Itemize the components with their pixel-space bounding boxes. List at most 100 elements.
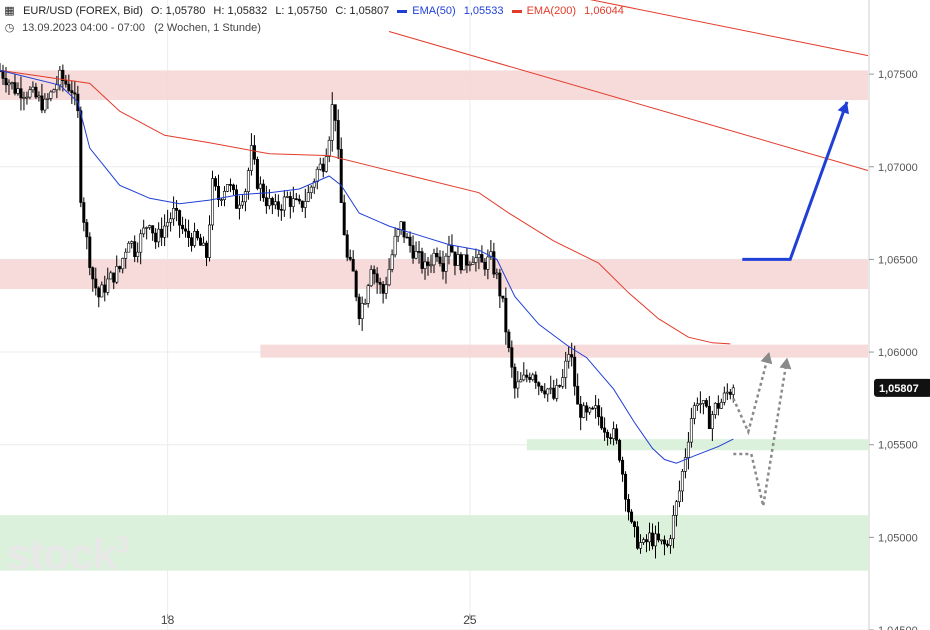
close-value: C: 1,05807	[335, 5, 390, 17]
candle-body	[552, 387, 556, 399]
candle-body	[692, 405, 696, 419]
candle-body	[249, 145, 253, 171]
candle-body	[118, 266, 122, 270]
candle-body	[420, 251, 424, 269]
candle-body	[630, 511, 634, 523]
candle-body	[417, 251, 421, 253]
candle-body	[112, 272, 116, 283]
candle-body	[276, 201, 280, 210]
candle-body	[13, 82, 17, 94]
candle-body	[564, 360, 568, 378]
candle-body	[360, 303, 364, 319]
candle-body	[570, 354, 574, 358]
candle-body	[28, 89, 32, 98]
candle-body	[456, 254, 460, 266]
candle-body	[225, 184, 229, 192]
candle-body	[85, 222, 89, 238]
candle-body	[615, 428, 619, 441]
candle-body	[318, 163, 322, 170]
candle-body	[261, 183, 265, 198]
low-value: L: 1,05750	[275, 5, 328, 17]
candle-body	[151, 225, 155, 234]
candle-body	[716, 403, 720, 409]
candle-body	[576, 385, 580, 405]
candle-body	[591, 407, 595, 410]
candle-body	[474, 257, 478, 263]
ema200-value: 1,06044	[584, 5, 624, 17]
candle-body	[450, 244, 454, 253]
candle-body	[79, 110, 83, 203]
chart-header: ▦ EUR/USD (FOREX, Bid) O: 1,05780 H: 1,0…	[4, 4, 629, 18]
candle-body	[546, 388, 550, 395]
candle-body	[306, 192, 310, 202]
candle-body	[504, 297, 508, 333]
candle-body	[423, 261, 427, 269]
candle-body	[363, 303, 367, 305]
candle-body	[606, 431, 610, 438]
candle-body	[372, 269, 376, 275]
scenario-arrows	[732, 101, 849, 507]
support-zone	[526, 439, 868, 451]
candle-body	[567, 354, 571, 362]
candle-body	[169, 218, 173, 223]
candle-body	[656, 533, 660, 541]
clock-icon: ◷	[4, 22, 15, 34]
candle-body	[288, 196, 292, 207]
candle-body	[402, 221, 406, 238]
candle-body	[686, 441, 690, 458]
candle-body	[411, 245, 415, 259]
candle-body	[510, 347, 514, 368]
candle-body	[483, 261, 487, 270]
candle-body	[633, 521, 637, 527]
candle-body	[294, 198, 298, 200]
candle-body	[435, 252, 439, 258]
candle-body	[597, 405, 601, 418]
candle-body	[522, 374, 526, 381]
candle-body	[594, 405, 598, 409]
candle-body	[324, 156, 328, 172]
candle-body	[650, 532, 654, 547]
candle-body	[648, 532, 652, 543]
candle-body	[243, 191, 247, 203]
candle-body	[378, 282, 382, 285]
candle-body	[432, 252, 436, 266]
candle-body	[549, 387, 553, 390]
candle-body	[465, 254, 469, 266]
candle-body	[438, 256, 442, 264]
candle-body	[172, 207, 176, 220]
projection-arrow-head	[837, 101, 849, 115]
candle-body	[121, 258, 125, 270]
candle-body	[16, 88, 20, 94]
candle-body	[573, 356, 577, 387]
candle-body	[52, 89, 56, 93]
symbol-label: EUR/USD (FOREX, Bid)	[23, 5, 143, 17]
candle-body	[369, 269, 373, 287]
candle-body	[237, 204, 241, 209]
candle-body	[671, 515, 675, 540]
candle-body	[537, 382, 541, 387]
candle-body	[34, 86, 38, 98]
candle-body	[240, 201, 244, 206]
candle-body	[106, 278, 110, 293]
candle-body	[94, 278, 98, 289]
candle-body	[22, 97, 26, 99]
candle-body	[303, 201, 307, 208]
y-tick-label: 1,05000	[878, 532, 918, 544]
candle-body	[228, 184, 232, 186]
candle-body	[282, 196, 286, 211]
candle-body	[668, 538, 672, 546]
candle-body	[133, 241, 137, 257]
candle-body	[222, 191, 226, 200]
candle-body	[321, 163, 325, 172]
candle-body	[345, 234, 349, 258]
candle-body	[160, 228, 164, 238]
candle-body	[58, 69, 62, 86]
candle-body	[468, 264, 472, 266]
candle-body	[127, 242, 131, 253]
candle-body	[525, 374, 529, 378]
candle-body	[115, 266, 119, 283]
last-price-badge	[874, 378, 930, 397]
candle-body	[273, 201, 277, 206]
timeframe-label: 13.09.2023 04:00 - 07:00	[22, 22, 146, 34]
candle-body	[181, 224, 185, 230]
